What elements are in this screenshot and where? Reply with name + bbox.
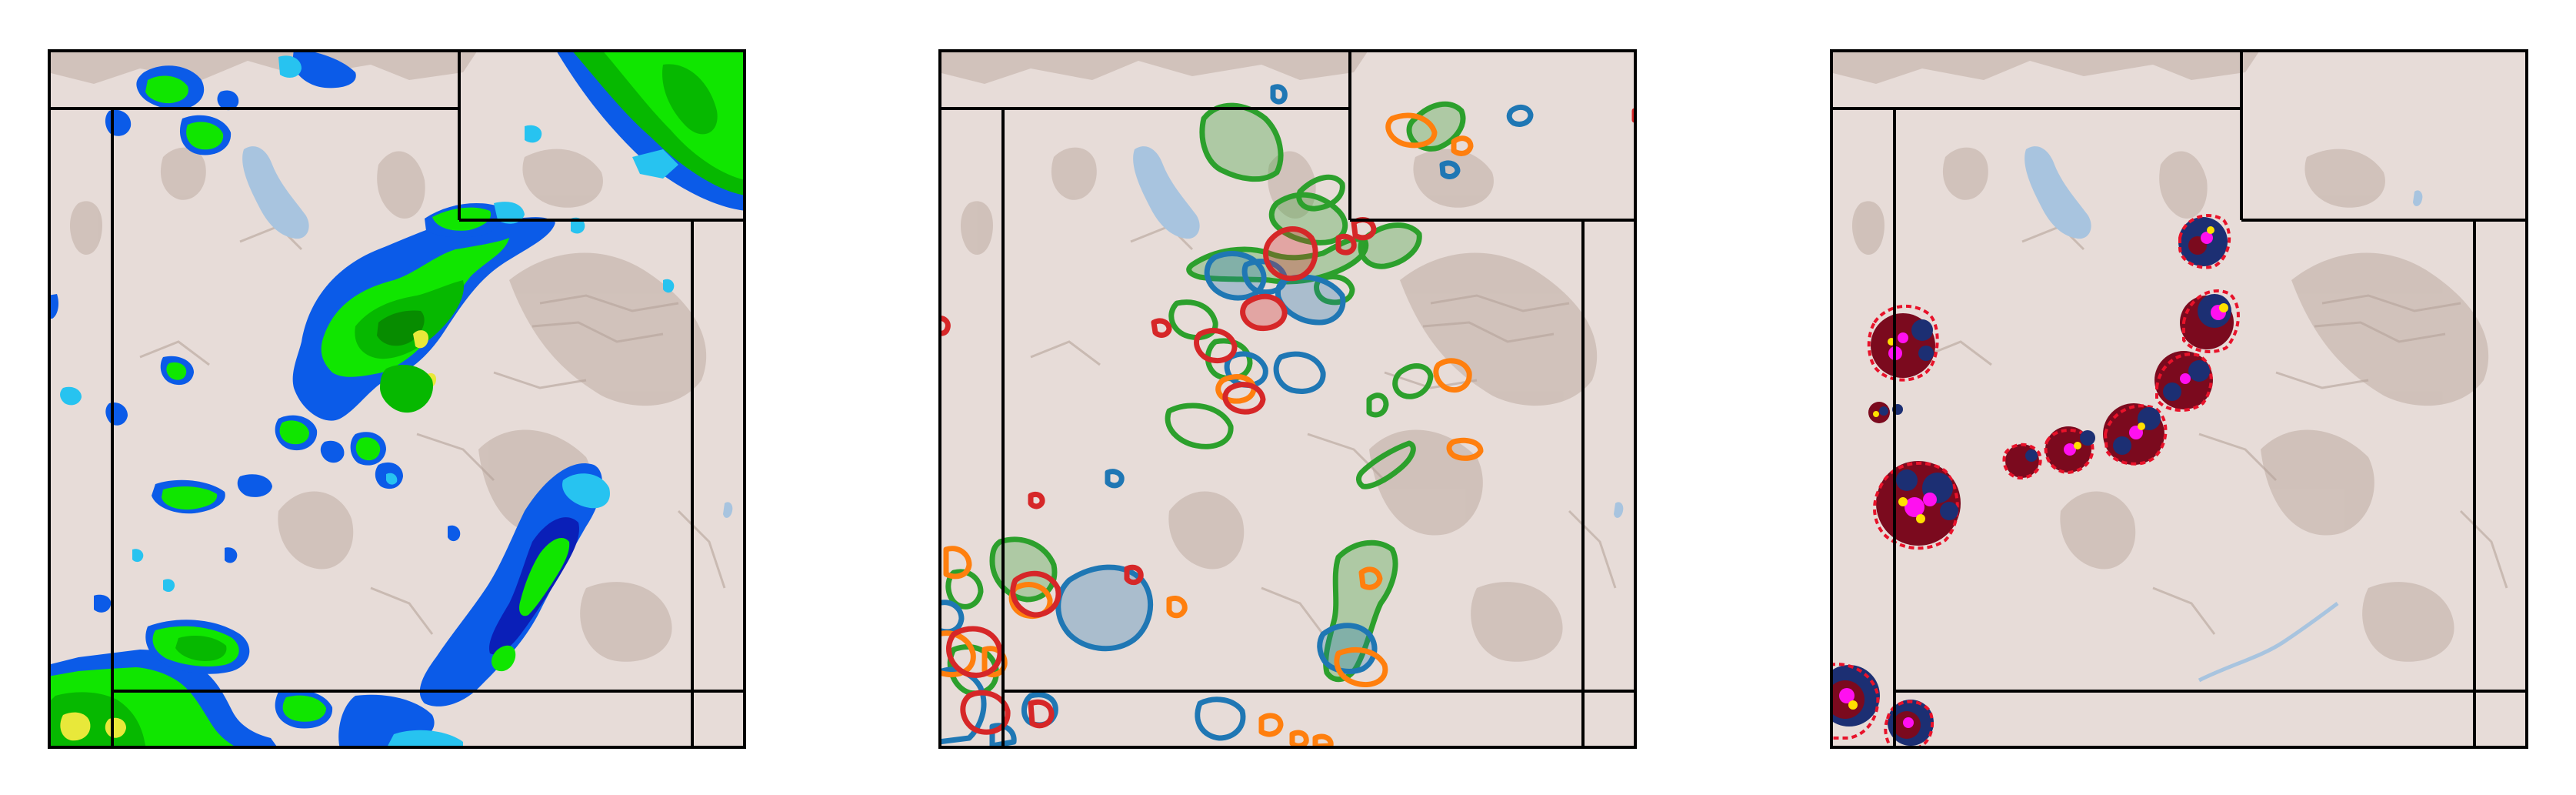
reflectivity-field (48, 49, 746, 749)
terrain-texture (48, 49, 707, 662)
lake-icon (242, 146, 309, 239)
lake-icon (2024, 146, 2091, 239)
storm-cells (1830, 214, 2240, 749)
lake-small-icon (723, 502, 733, 518)
state-boundary-icon (1830, 49, 2528, 749)
storm-cell (1867, 304, 1939, 382)
panel-frame (1830, 49, 2528, 749)
state-boundary-icon (938, 49, 1637, 749)
storm-cell (2180, 289, 2240, 353)
terrain-ridges (1030, 225, 1617, 635)
panel-frame (48, 49, 746, 749)
state-boundary-icon (48, 49, 746, 749)
river-icon (2198, 601, 2339, 683)
map-panel-object-outlines (938, 49, 1637, 749)
storm-cell (2044, 426, 2095, 475)
lake-small-icon (1614, 502, 1624, 518)
storm-cell (2154, 351, 2213, 413)
storm-cell (2178, 214, 2231, 269)
storm-cell (1830, 663, 1880, 740)
storm-cell (1873, 461, 1961, 550)
map-panel-storm-cells (1830, 49, 2528, 749)
panel-frame (938, 49, 1637, 749)
map-svg (48, 49, 746, 749)
storm-cell (2103, 403, 2168, 466)
map-panel-reflectivity (48, 49, 746, 749)
map-svg (938, 49, 1637, 749)
map-svg (1830, 49, 2528, 749)
terrain-texture (1830, 49, 2489, 662)
storm-cell (1884, 700, 1934, 749)
lake-icon (1133, 146, 1200, 239)
lake-small-icon (2413, 190, 2423, 206)
storm-cell (2002, 443, 2042, 479)
